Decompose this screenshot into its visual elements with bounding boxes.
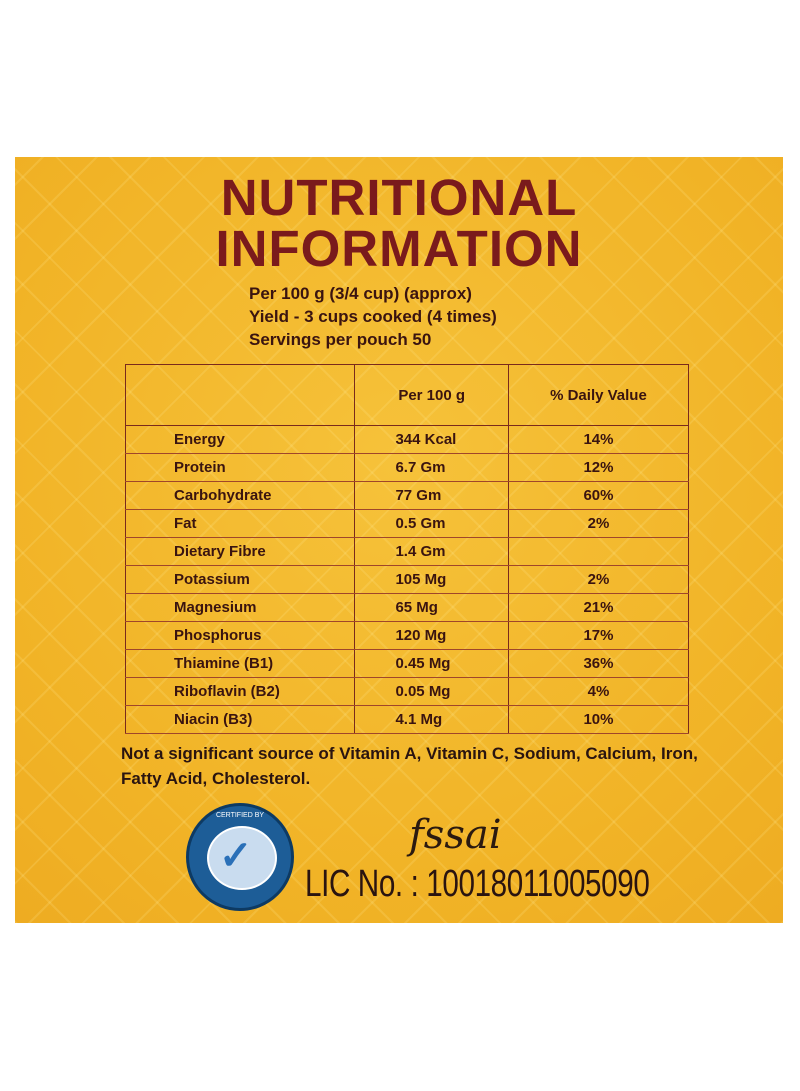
nutrient-amount: 77 Gm xyxy=(354,481,509,510)
nutrient-name: Potassium xyxy=(124,565,356,594)
table-row: Fat 0.5 Gm 2% xyxy=(124,509,690,538)
header-daily-value: % Daily Value xyxy=(507,364,690,426)
nutrient-amount: 105 Mg xyxy=(354,565,509,594)
nutrient-daily-value: 2% xyxy=(507,565,690,594)
nutrient-amount: 344 Kcal xyxy=(354,425,509,454)
yield-info: Yield - 3 cups cooked (4 times) xyxy=(249,307,497,326)
table-row: Dietary Fibre 1.4 Gm xyxy=(124,537,690,566)
servings-per-pouch: Servings per pouch 50 xyxy=(249,330,432,349)
nutrient-amount: 6.7 Gm xyxy=(354,453,509,482)
header-per-100g: Per 100 g xyxy=(354,364,509,426)
nutrient-name: Thiamine (B1) xyxy=(124,649,356,678)
nutrient-name: Riboflavin (B2) xyxy=(124,677,356,706)
nutrition-panel: NUTRITIONAL INFORMATION Per 100 g (3/4 c… xyxy=(15,157,783,923)
certification-badge-icon: CERTIFIED BY ✓ xyxy=(186,803,294,911)
nutrient-name: Protein xyxy=(124,453,356,482)
badge-inner-circle xyxy=(207,826,277,890)
nutrient-name: Magnesium xyxy=(124,593,356,622)
nutrient-name: Dietary Fibre xyxy=(124,537,356,566)
checkmark-icon: ✓ xyxy=(219,834,253,878)
table-row: Carbohydrate 77 Gm 60% xyxy=(124,481,690,510)
badge-label: CERTIFIED BY xyxy=(215,812,265,819)
nutrient-amount: 0.45 Mg xyxy=(354,649,509,678)
nutrient-daily-value: 10% xyxy=(507,705,690,734)
nutrient-name: Fat xyxy=(124,509,356,538)
nutrient-amount: 0.5 Gm xyxy=(354,509,509,538)
nutrient-daily-value: 60% xyxy=(507,481,690,510)
table-row: Thiamine (B1) 0.45 Mg 36% xyxy=(124,649,690,678)
table-row: Phosphorus 120 Mg 17% xyxy=(124,621,690,650)
nutrient-name: Energy xyxy=(124,425,356,454)
title-line-1: NUTRITIONAL xyxy=(220,169,578,226)
nutrient-daily-value: 2% xyxy=(507,509,690,538)
nutrient-daily-value: 4% xyxy=(507,677,690,706)
fssai-logo: fssai xyxy=(409,812,502,858)
nutrient-name: Phosphorus xyxy=(124,621,356,650)
table-row: Energy 344 Kcal 14% xyxy=(124,425,690,454)
nutrient-amount: 0.05 Mg xyxy=(354,677,509,706)
nutrient-amount: 65 Mg xyxy=(354,593,509,622)
nutrient-daily-value: 17% xyxy=(507,621,690,650)
nutrient-daily-value xyxy=(507,537,690,566)
table-row: Riboflavin (B2) 0.05 Mg 4% xyxy=(124,677,690,706)
table-row: Potassium 105 Mg 2% xyxy=(124,565,690,594)
header-nutrient xyxy=(124,364,356,426)
table-row: Niacin (B3) 4.1 Mg 10% xyxy=(124,705,690,734)
nutrition-table: Per 100 g % Daily Value Energy 344 Kcal 14… xyxy=(124,364,690,734)
serving-size: Per 100 g (3/4 cup) (approx) xyxy=(249,284,472,303)
nutrient-daily-value: 12% xyxy=(507,453,690,482)
nutrient-name: Carbohydrate xyxy=(124,481,356,510)
nutrient-amount: 1.4 Gm xyxy=(354,537,509,566)
table-row: Magnesium 65 Mg 21% xyxy=(124,593,690,622)
footnote: Not a significant source of Vitamin A, V… xyxy=(121,744,698,788)
table-row: Protein 6.7 Gm 12% xyxy=(124,453,690,482)
nutrient-daily-value: 14% xyxy=(507,425,690,454)
nutrient-daily-value: 21% xyxy=(507,593,690,622)
nutrient-amount: 4.1 Mg xyxy=(354,705,509,734)
nutrient-amount: 120 Mg xyxy=(354,621,509,650)
nutrient-daily-value: 36% xyxy=(507,649,690,678)
license-number: LIC No. : 10018011005090 xyxy=(305,863,650,905)
title-line-2: INFORMATION xyxy=(215,220,583,277)
table-header-row: Per 100 g % Daily Value xyxy=(124,364,690,426)
nutrient-name: Niacin (B3) xyxy=(124,705,356,734)
